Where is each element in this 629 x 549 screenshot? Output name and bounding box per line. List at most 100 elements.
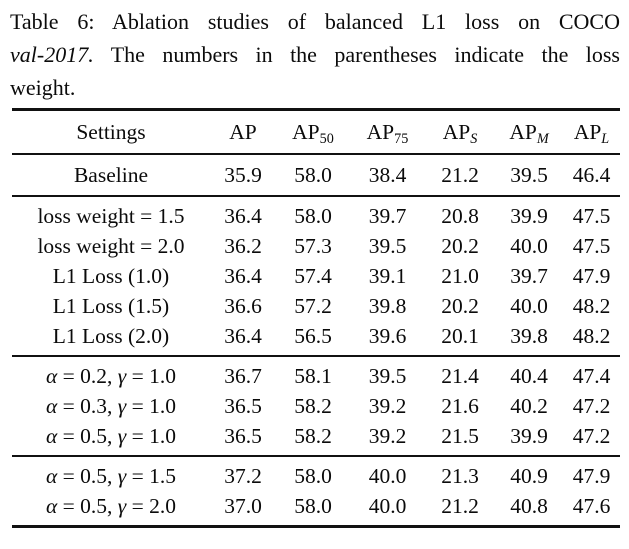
value-cell: 40.4 <box>510 364 548 388</box>
setting-cell: α = 0.5, γ = 2.0 <box>45 494 177 518</box>
column-header-subscript: S <box>470 130 478 147</box>
column-header-subscript: 50 <box>319 130 334 147</box>
value-cell: 58.0 <box>294 464 332 488</box>
table-row: α = 0.5, γ = 1.0 36.5 58.2 39.2 21.5 39.9 47.2 <box>12 421 620 456</box>
caption-italic-dataset: val-2017. <box>10 42 94 67</box>
greek-letter: γ <box>117 494 127 518</box>
value-cell: 39.8 <box>368 294 407 318</box>
row-group: α = 0.5, γ = 1.5 37.2 58.0 40.0 21.3 40.9 47.9… <box>12 456 620 527</box>
value-cell: 36.4 <box>224 204 262 228</box>
value-cell: 21.5 <box>441 424 479 448</box>
value-cell: 39.2 <box>368 424 407 448</box>
value-cell: 58.0 <box>294 204 332 228</box>
column-header: AP <box>229 120 257 144</box>
value-cell: 47.2 <box>572 394 611 418</box>
value-cell: 47.4 <box>572 364 611 388</box>
row-group: loss weight = 1.5 36.4 58.0 39.7 20.8 39.9 47.… <box>12 196 620 356</box>
value-cell: 21.2 <box>441 163 479 187</box>
value-cell: 36.5 <box>224 394 262 418</box>
value-cell: 39.8 <box>510 324 548 348</box>
setting-cell: α = 0.5, γ = 1.0 <box>45 424 177 448</box>
value-cell: 20.8 <box>441 204 479 228</box>
setting-cell: α = 0.5, γ = 1.5 <box>45 464 177 488</box>
value-cell: 40.0 <box>368 464 407 488</box>
setting-cell: α = 0.3, γ = 1.0 <box>45 394 177 418</box>
column-header: APL <box>573 120 610 147</box>
table-row: Baseline 35.9 58.0 38.4 21.2 39.5 46.4 <box>12 154 620 196</box>
caption-text: The numbers in the parentheses indicate … <box>110 42 620 67</box>
value-cell: 21.0 <box>441 264 479 288</box>
setting-cell: α = 0.2, γ = 1.0 <box>45 364 177 388</box>
greek-letter: α <box>45 394 58 418</box>
row-group: Baseline 35.9 58.0 38.4 21.2 39.5 46.4 <box>12 154 620 196</box>
column-header-subscript: M <box>536 130 549 147</box>
value-cell: 36.4 <box>224 264 262 288</box>
greek-letter: γ <box>117 364 127 388</box>
value-cell: 39.6 <box>368 324 407 348</box>
column-header: AP75 <box>366 120 409 147</box>
value-cell: 56.5 <box>294 324 332 348</box>
value-cell: 58.0 <box>294 494 332 518</box>
column-header-settings: Settings <box>76 120 146 144</box>
column-header: APM <box>509 120 549 147</box>
header-row: Settings AP AP50 AP75 APS APM APL <box>12 110 620 155</box>
caption-text: Table 6: Ablation studies of balanced L1… <box>10 9 620 34</box>
greek-letter: α <box>45 364 58 388</box>
table-row: L1 Loss (2.0) 36.4 56.5 39.6 20.1 39.8 48.2 <box>12 321 620 356</box>
value-cell: 36.5 <box>224 424 262 448</box>
value-cell: 46.4 <box>572 163 611 187</box>
value-cell: 48.2 <box>572 324 611 348</box>
caption-line-1: Table 6: Ablation studies of balanced L1… <box>10 5 620 38</box>
value-cell: 21.2 <box>441 494 479 518</box>
value-cell: 37.2 <box>224 464 262 488</box>
value-cell: 57.4 <box>294 264 332 288</box>
value-cell: 40.0 <box>368 494 407 518</box>
value-cell: 47.6 <box>572 494 611 518</box>
setting-cell: Baseline <box>73 163 149 187</box>
row-group: α = 0.2, γ = 1.0 36.7 58.1 39.5 21.4 40.4 47.4… <box>12 356 620 456</box>
value-cell: 36.4 <box>224 324 262 348</box>
column-header-subscript: 75 <box>394 130 409 147</box>
table-row: α = 0.2, γ = 1.0 36.7 58.1 39.5 21.4 40.4 47.4 <box>12 356 620 391</box>
table-caption: Table 6: Ablation studies of balanced L1… <box>0 0 629 104</box>
value-cell: 57.2 <box>294 294 332 318</box>
value-cell: 57.3 <box>294 234 332 258</box>
value-cell: 39.9 <box>510 424 548 448</box>
value-cell: 36.7 <box>224 364 262 388</box>
value-cell: 20.1 <box>441 324 479 348</box>
value-cell: 20.2 <box>441 294 479 318</box>
setting-cell: loss weight = 1.5 <box>37 204 185 228</box>
value-cell: 58.1 <box>294 364 332 388</box>
column-header: AP50 <box>292 120 334 147</box>
setting-cell: L1 Loss (1.5) <box>52 294 170 318</box>
greek-letter: α <box>45 424 58 448</box>
value-cell: 39.7 <box>368 204 407 228</box>
value-cell: 39.9 <box>510 204 548 228</box>
value-cell: 39.5 <box>510 163 548 187</box>
caption-line-2: val-2017. The numbers in the parentheses… <box>10 38 620 71</box>
value-cell: 47.5 <box>572 234 611 258</box>
table-row: L1 Loss (1.0) 36.4 57.4 39.1 21.0 39.7 47.9 <box>12 261 620 291</box>
table-row: loss weight = 1.5 36.4 58.0 39.7 20.8 39.9 47.… <box>12 196 620 231</box>
value-cell: 48.2 <box>572 294 611 318</box>
table-row: α = 0.5, γ = 2.0 37.0 58.0 40.0 21.2 40.8 47.6 <box>12 491 620 527</box>
value-cell: 58.2 <box>294 424 332 448</box>
setting-cell: L1 Loss (1.0) <box>52 264 170 288</box>
value-cell: 36.2 <box>224 234 262 258</box>
value-cell: 36.6 <box>224 294 262 318</box>
value-cell: 58.2 <box>294 394 332 418</box>
value-cell: 47.9 <box>572 464 611 488</box>
table-header: Settings AP AP50 AP75 APS APM APL <box>12 110 620 155</box>
value-cell: 40.0 <box>510 294 548 318</box>
value-cell: 39.5 <box>368 234 407 258</box>
value-cell: 21.6 <box>441 394 479 418</box>
greek-letter: α <box>45 494 58 518</box>
value-cell: 40.8 <box>510 494 548 518</box>
value-cell: 40.2 <box>510 394 548 418</box>
greek-letter: γ <box>117 394 127 418</box>
value-cell: 35.9 <box>224 163 262 187</box>
table-row: α = 0.3, γ = 1.0 36.5 58.2 39.2 21.6 40.2 47.2 <box>12 391 620 421</box>
table-row: L1 Loss (1.5) 36.6 57.2 39.8 20.2 40.0 48.2 <box>12 291 620 321</box>
value-cell: 47.9 <box>572 264 611 288</box>
